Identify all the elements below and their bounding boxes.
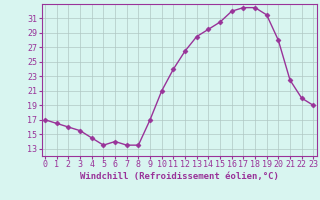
X-axis label: Windchill (Refroidissement éolien,°C): Windchill (Refroidissement éolien,°C) (80, 172, 279, 181)
